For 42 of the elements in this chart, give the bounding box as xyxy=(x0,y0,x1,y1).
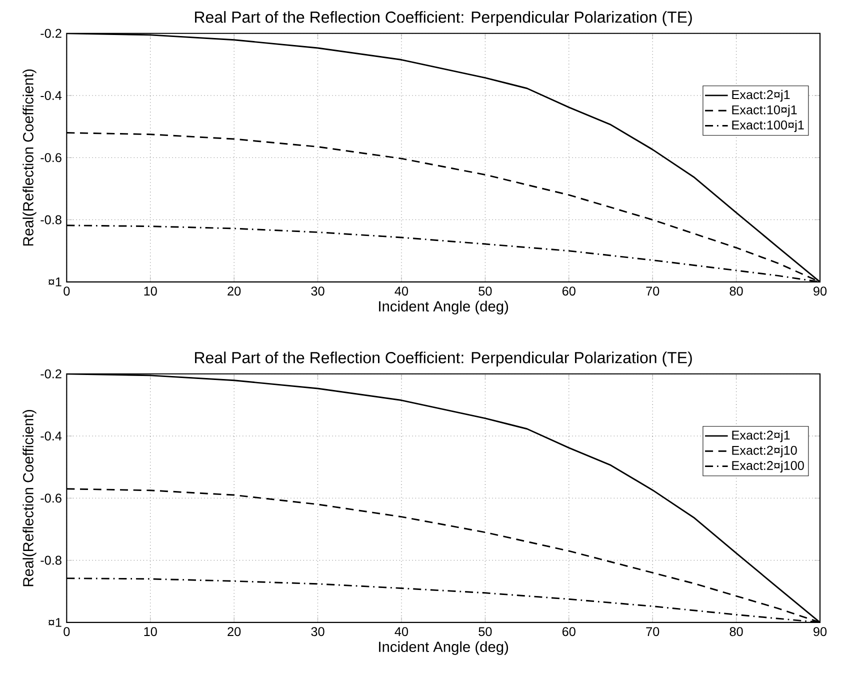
x-tick-label: 10 xyxy=(144,627,157,636)
x-tick-label: 70 xyxy=(646,286,660,296)
x-tick-label: 20 xyxy=(228,286,241,296)
x-tick-label: 50 xyxy=(478,286,492,296)
legend-label: Exact:10¤j1 xyxy=(732,105,797,117)
y-tick-label: -0.8 xyxy=(40,556,62,565)
y-tick-label: -0.4 xyxy=(40,91,62,100)
x-tick-label: 80 xyxy=(730,627,743,636)
y-tick-label: -0.6 xyxy=(40,153,62,162)
legend-label: Exact:2¤j10 xyxy=(732,446,797,458)
y-axis-title: Real(Reflection Coefficient) xyxy=(22,410,36,586)
legend-label: Exact:2¤j100 xyxy=(732,460,804,473)
x-tick-label: 10 xyxy=(144,286,157,296)
y-tick-label: -0.2 xyxy=(40,369,62,378)
x-tick-label: 40 xyxy=(394,627,408,636)
x-tick-label: 60 xyxy=(562,627,576,636)
chart-title: Real Part of the Reflection Coefficient: Perpendicular Polarization (TE) xyxy=(195,352,692,367)
x-tick-label: 30 xyxy=(311,627,324,636)
y-tick-label: -0.2 xyxy=(40,28,62,38)
x-tick-label: 80 xyxy=(730,286,743,296)
y-axis-title: Real(Reflection Coefficient) xyxy=(22,69,36,246)
y-tick-label: ¤1 xyxy=(48,618,62,627)
x-tick-label: 30 xyxy=(311,286,324,296)
legend-label: Exact:2¤j1 xyxy=(732,90,790,102)
chart-title: Real Part of the Reflection Coefficient: Perpendicular Polarization (TE) xyxy=(195,11,692,26)
x-tick-label: 60 xyxy=(562,286,576,296)
x-tick-label: 0 xyxy=(64,286,70,296)
x-tick-label: 50 xyxy=(478,627,492,636)
x-tick-label: 0 xyxy=(64,627,70,636)
x-tick-label: 90 xyxy=(814,627,827,636)
y-tick-label: -0.4 xyxy=(40,432,62,440)
x-tick-label: 20 xyxy=(228,627,241,636)
legend-label: Exact:2¤j1 xyxy=(732,430,790,442)
x-tick-label: 90 xyxy=(814,286,827,296)
x-axis-title: Incident Angle (deg) xyxy=(379,300,508,314)
x-axis-title: Incident Angle (deg) xyxy=(379,641,508,655)
x-tick-label: 40 xyxy=(394,286,408,296)
y-tick-label: -0.6 xyxy=(40,494,62,503)
legend-label: Exact:100¤j1 xyxy=(732,120,804,132)
y-tick-label: ¤1 xyxy=(48,278,62,286)
x-tick-label: 70 xyxy=(646,627,660,636)
y-tick-label: -0.8 xyxy=(40,215,62,224)
